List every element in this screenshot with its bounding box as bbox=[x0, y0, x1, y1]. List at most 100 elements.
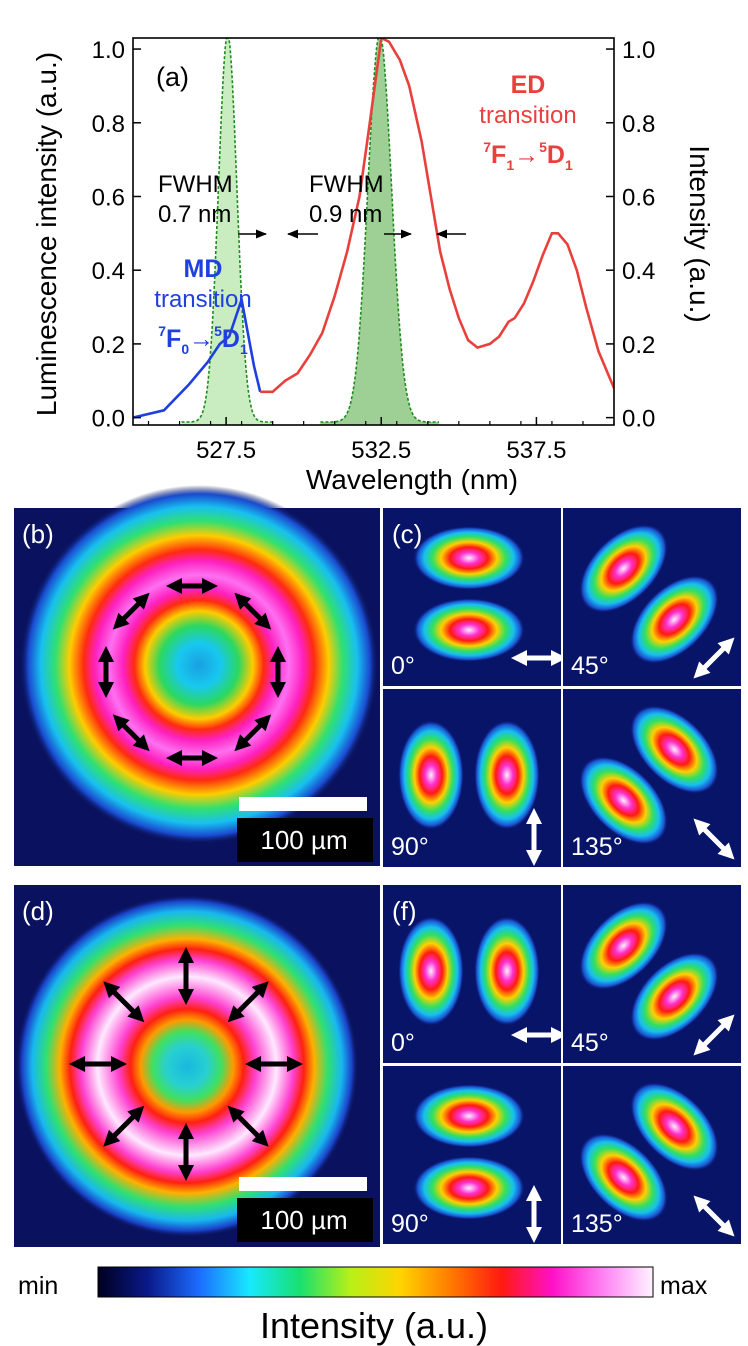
y-tick-label-left: 0.6 bbox=[92, 184, 125, 211]
md-word: transition bbox=[154, 286, 251, 313]
md-title: MD bbox=[184, 255, 223, 283]
scale-bar-d bbox=[239, 1177, 367, 1191]
reference-peak-2-fill bbox=[320, 38, 439, 425]
y-axis-label-left: Luminescence intensity (a.u.) bbox=[31, 52, 62, 416]
md-transition-formula: 7F0→5D1 bbox=[158, 323, 248, 357]
reference-peak-1-fill bbox=[181, 38, 274, 425]
polarizer-angle-label: 135° bbox=[571, 833, 623, 861]
fwhm-right-line2: 0.9 nm bbox=[309, 201, 382, 228]
colorbar-gradient bbox=[97, 1266, 654, 1298]
mode-lobe bbox=[630, 705, 719, 794]
colorbar-min-label: min bbox=[18, 1272, 58, 1300]
y-tick-label-right: 0.4 bbox=[622, 258, 655, 285]
reference-peak-1-line bbox=[181, 38, 274, 423]
mode-lobe bbox=[398, 720, 464, 830]
reference-peak-2-line bbox=[320, 38, 439, 423]
y-tick-label-right: 0.2 bbox=[622, 332, 655, 359]
y-tick-label-right: 0.0 bbox=[622, 406, 655, 433]
spectrum-chart: 0.0 0.0 0.2 0.2 0.4 0.4 0.6 0.6 0.8 0.8 1.0 1.0 527.… bbox=[31, 37, 715, 495]
polarizer-cell: 90° bbox=[383, 1066, 561, 1244]
polarizer-cell: 135° bbox=[563, 689, 741, 867]
panel-label-c: (c) bbox=[392, 519, 422, 549]
polarization-arrow bbox=[103, 1105, 145, 1147]
ring-pattern-b bbox=[19, 485, 379, 845]
polarizer-angle-label: 0° bbox=[391, 652, 415, 680]
image-panel-b: (b) 100 µm bbox=[14, 485, 380, 866]
panel-label-b: (b) bbox=[22, 519, 54, 549]
polarizer-cell: 135° bbox=[563, 1066, 741, 1244]
mode-lobe bbox=[474, 916, 540, 1026]
polarizer-angle-label: 0° bbox=[391, 1029, 415, 1057]
y-axis-label-right: Intensity (a.u.) bbox=[684, 145, 715, 322]
polarizer-angle-label: 90° bbox=[391, 1210, 429, 1238]
polarization-arrow bbox=[234, 592, 272, 630]
mode-lobe bbox=[630, 1082, 719, 1171]
polarizer-cell: 90° bbox=[383, 689, 561, 867]
polarization-arrow bbox=[227, 981, 269, 1023]
polarizer-angle-label: 45° bbox=[571, 1029, 609, 1057]
image-panel-d: (d) 100 µm bbox=[14, 885, 380, 1247]
x-axis-label: Wavelength (nm) bbox=[306, 464, 518, 495]
mode-lobe bbox=[413, 598, 525, 662]
scale-bar-b bbox=[239, 797, 367, 811]
y-tick-label-left: 1.0 bbox=[92, 37, 125, 64]
polarization-arrow bbox=[234, 714, 272, 752]
ed-transition-formula: 7F1→5D1 bbox=[483, 139, 573, 173]
polarizer-arrow bbox=[693, 1195, 735, 1237]
y-tick-label-left: 0.0 bbox=[92, 406, 125, 433]
x-tick-label: 527.5 bbox=[196, 437, 256, 464]
ring-pattern-d bbox=[15, 894, 359, 1238]
polarizer-cell: 45° bbox=[563, 885, 741, 1063]
plot-frame bbox=[132, 37, 615, 426]
mode-lobe bbox=[579, 524, 668, 613]
mode-lobe bbox=[413, 1084, 525, 1148]
mode-lobe bbox=[579, 756, 668, 845]
polarizer-angle-label: 90° bbox=[391, 833, 429, 861]
azimuthal-arrows bbox=[97, 577, 287, 767]
colorbar: min max Intensity (a.u.) bbox=[18, 1266, 708, 1346]
ed-word: transition bbox=[479, 102, 576, 129]
mode-lobe bbox=[579, 1133, 668, 1222]
polarizer-arrow bbox=[693, 637, 735, 679]
polarization-arrow bbox=[112, 714, 150, 752]
scale-label-d: 100 µm bbox=[260, 1205, 347, 1235]
mode-lobe bbox=[413, 526, 525, 590]
polarizer-cell: 45° bbox=[563, 508, 741, 686]
mode-lobe bbox=[413, 1156, 525, 1220]
polarizer-cell: 0° bbox=[383, 885, 568, 1063]
y-tick-label-left: 0.2 bbox=[92, 332, 125, 359]
polarizer-angle-label: 135° bbox=[571, 1210, 623, 1238]
y-tick-label-left: 0.4 bbox=[92, 258, 125, 285]
mode-lobe bbox=[579, 901, 668, 990]
y-tick-label-right: 0.6 bbox=[622, 184, 655, 211]
polarization-arrow bbox=[112, 592, 150, 630]
ed-title: ED bbox=[511, 71, 546, 99]
y-tick-label-right: 0.8 bbox=[622, 111, 655, 138]
polarization-arrow bbox=[103, 981, 145, 1023]
panel-label-f: (f) bbox=[392, 896, 417, 926]
colorbar-title: Intensity (a.u.) bbox=[260, 1305, 488, 1346]
mode-lobe bbox=[474, 720, 540, 830]
x-tick-label: 532.5 bbox=[351, 437, 411, 464]
polarizer-arrow bbox=[693, 1014, 735, 1056]
radial-arrows bbox=[68, 946, 304, 1182]
fwhm-left-line2: 0.7 nm bbox=[158, 201, 231, 228]
ed-transition-series bbox=[260, 38, 614, 394]
mode-lobe bbox=[398, 916, 464, 1026]
image-panel-f: 0° 45° 90° 135° (f) bbox=[383, 885, 741, 1244]
panel-label-d: (d) bbox=[22, 896, 54, 926]
y-tick-label-right: 1.0 bbox=[622, 37, 655, 64]
polarizer-cell: 0° bbox=[383, 508, 568, 686]
y-tick-label-left: 0.8 bbox=[92, 111, 125, 138]
fwhm-right-line1: FWHM bbox=[309, 171, 384, 198]
polarizer-arrow bbox=[693, 818, 735, 860]
md-transition-series bbox=[133, 294, 262, 419]
polarizer-angle-label: 45° bbox=[571, 652, 609, 680]
fwhm-left-line1: FWHM bbox=[158, 171, 233, 198]
scale-label-b: 100 µm bbox=[260, 825, 347, 855]
panel-label-a: (a) bbox=[156, 62, 189, 92]
image-panel-c: 0° 45° 90° 135° (c) bbox=[383, 508, 741, 867]
x-tick-label: 537.5 bbox=[506, 437, 566, 464]
colorbar-max-label: max bbox=[660, 1272, 708, 1300]
